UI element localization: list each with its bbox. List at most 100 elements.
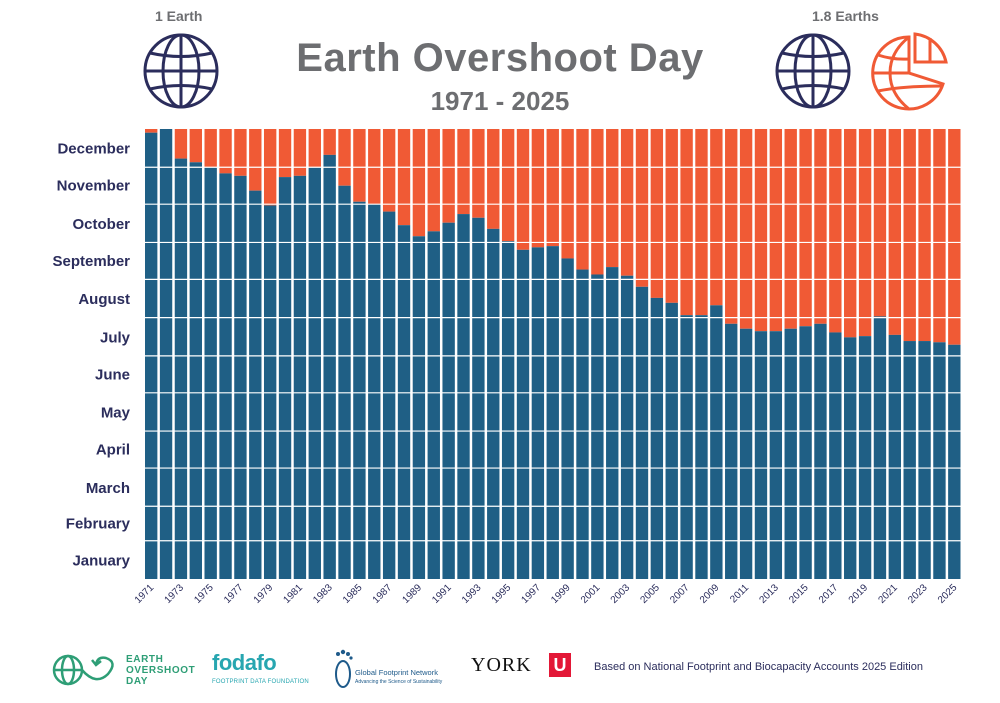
bar-2003 xyxy=(620,275,634,579)
bar-remainder-2004 xyxy=(635,129,649,287)
month-label-september: September xyxy=(52,253,130,270)
bar-2015 xyxy=(799,326,812,579)
bar-2022 xyxy=(903,341,916,579)
bar-1980 xyxy=(278,177,292,579)
bar-remainder-1989 xyxy=(412,129,426,237)
bar-2000 xyxy=(576,269,589,579)
bar-2019 xyxy=(858,336,872,579)
bar-1972 xyxy=(159,129,173,579)
bar-remainder-2011 xyxy=(739,129,753,329)
bar-remainder-1985 xyxy=(353,129,366,202)
month-label-july: July xyxy=(100,329,131,346)
bar-1976 xyxy=(219,173,232,580)
bar-remainder-1992 xyxy=(457,129,470,215)
fodafo-wordmark: fodafo xyxy=(212,650,277,675)
bar-remainder-1997 xyxy=(531,129,545,248)
bar-2013 xyxy=(769,331,783,579)
bar-1978 xyxy=(249,190,262,579)
year-label-1971: 1971 xyxy=(133,582,157,606)
bar-remainder-1981 xyxy=(293,129,307,176)
bar-1997 xyxy=(531,247,545,579)
bar-1989 xyxy=(412,236,426,580)
bar-2024 xyxy=(933,342,946,579)
bar-remainder-2024 xyxy=(933,129,946,343)
bar-remainder-2025 xyxy=(948,129,961,345)
year-label-1985: 1985 xyxy=(341,582,365,606)
month-label-march: March xyxy=(86,480,130,497)
footprint-icon xyxy=(335,649,353,688)
year-label-1979: 1979 xyxy=(252,582,276,606)
bar-remainder-1984 xyxy=(338,129,351,186)
globe-icon xyxy=(775,33,851,109)
fodafo-logo: fodafo FOOTPRINT DATA FOUNDATION xyxy=(212,648,312,694)
bar-2010 xyxy=(725,323,738,579)
bar-2012 xyxy=(754,331,768,579)
overshoot-bar-chart: January February March April May June July Augu… xyxy=(52,129,963,606)
bar-1993 xyxy=(472,217,485,579)
bar-remainder-2013 xyxy=(769,129,783,332)
bar-remainder-1980 xyxy=(278,129,292,178)
year-label-1975: 1975 xyxy=(192,582,216,606)
bar-remainder-1975 xyxy=(204,129,217,168)
year-label-2025: 2025 xyxy=(936,582,960,606)
bar-remainder-2010 xyxy=(725,129,738,324)
bar-remainder-1995 xyxy=(501,129,515,242)
bar-1995 xyxy=(501,241,515,580)
bar-1994 xyxy=(487,228,500,579)
bar-remainder-1998 xyxy=(546,129,559,247)
year-label-1997: 1997 xyxy=(519,582,543,606)
year-label-2021: 2021 xyxy=(876,582,900,606)
year-label-1993: 1993 xyxy=(460,582,484,606)
chart-title: Earth Overshoot Day xyxy=(296,36,704,80)
bar-remainder-1990 xyxy=(427,129,440,232)
bar-remainder-1991 xyxy=(442,129,455,223)
bar-2007 xyxy=(680,315,693,579)
month-label-august: August xyxy=(78,291,130,308)
bar-2017 xyxy=(829,332,842,579)
bar-remainder-2012 xyxy=(754,129,768,332)
bar-remainder-2005 xyxy=(650,129,664,298)
year-label-2013: 2013 xyxy=(757,582,781,606)
bar-1984 xyxy=(338,185,351,579)
bar-remainder-1994 xyxy=(487,129,500,229)
bar-remainder-2006 xyxy=(665,129,678,303)
bar-1982 xyxy=(308,167,321,579)
gridlines-group xyxy=(145,166,963,542)
one-earth-label: 1 Earth xyxy=(155,8,203,24)
earth-overshoot-day-logo: EARTH OVERSHOOT DAY xyxy=(52,648,202,694)
bar-remainder-1982 xyxy=(308,129,321,168)
bar-remainder-2014 xyxy=(784,129,797,329)
york-wordmark: YORK xyxy=(471,654,532,676)
year-label-1991: 1991 xyxy=(430,582,454,606)
global-footprint-network-logo: Global Footprint Network Advancing the S… xyxy=(333,648,458,694)
year-label-2007: 2007 xyxy=(668,582,692,606)
year-label-1989: 1989 xyxy=(401,582,425,606)
bar-2025 xyxy=(948,344,961,579)
bar-remainder-2007 xyxy=(680,129,693,316)
bar-remainder-2015 xyxy=(799,129,812,327)
bar-1981 xyxy=(293,175,307,580)
year-labels-group: 1971 1973 1975 1977 1979 1981 1983 1985 1987 1989… xyxy=(133,582,960,606)
bar-remainder-1974 xyxy=(189,129,202,163)
bar-2016 xyxy=(814,323,827,579)
chart-subtitle: 1971 - 2025 xyxy=(430,86,570,116)
bar-1974 xyxy=(189,162,202,580)
bar-remainder-1987 xyxy=(382,129,396,212)
bar-remainder-2021 xyxy=(888,129,902,335)
bar-remainder-2022 xyxy=(903,129,916,342)
year-label-2005: 2005 xyxy=(638,582,662,606)
bar-remainder-2023 xyxy=(918,129,931,342)
eod-line-3: DAY xyxy=(126,676,148,687)
year-label-2011: 2011 xyxy=(728,582,751,605)
bar-remainder-1986 xyxy=(368,129,381,205)
bar-remainder-2009 xyxy=(710,129,723,306)
bar-remainder-2016 xyxy=(814,129,827,324)
fodafo-subtitle: FOOTPRINT DATA FOUNDATION xyxy=(212,679,309,685)
bar-remainder-1988 xyxy=(397,129,411,226)
bar-2002 xyxy=(606,267,619,579)
year-label-2015: 2015 xyxy=(787,582,811,606)
bar-1975 xyxy=(204,167,217,579)
bar-2018 xyxy=(844,337,857,579)
bar-2005 xyxy=(650,297,664,579)
york-u-mark: U xyxy=(549,653,571,677)
